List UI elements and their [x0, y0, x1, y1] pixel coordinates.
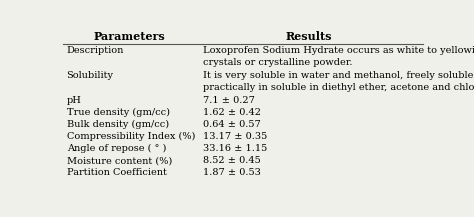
Text: 8.52 ± 0.45: 8.52 ± 0.45 [202, 156, 260, 165]
Text: Solubility: Solubility [66, 71, 114, 80]
Text: 13.17 ± 0.35: 13.17 ± 0.35 [202, 132, 267, 141]
Text: Moisture content (%): Moisture content (%) [66, 156, 172, 165]
Text: Loxoprofen Sodium Hydrate occurs as white to yellowish white
crystals or crystal: Loxoprofen Sodium Hydrate occurs as whit… [202, 46, 474, 67]
Text: True density (gm/cc): True density (gm/cc) [66, 108, 170, 117]
Text: pH: pH [66, 96, 82, 105]
Text: Description: Description [66, 46, 124, 55]
Text: Bulk density (gm/cc): Bulk density (gm/cc) [66, 120, 169, 129]
Text: It is very soluble in water and methanol, freely soluble in ethanol(95),
practic: It is very soluble in water and methanol… [202, 71, 474, 92]
Text: 1.87 ± 0.53: 1.87 ± 0.53 [202, 168, 260, 177]
Text: 7.1 ± 0.27: 7.1 ± 0.27 [202, 96, 255, 105]
Text: Angle of repose ( ° ): Angle of repose ( ° ) [66, 144, 166, 153]
Text: Parameters: Parameters [93, 31, 165, 42]
Text: 0.64 ± 0.57: 0.64 ± 0.57 [202, 120, 260, 129]
Text: Partition Coefficient: Partition Coefficient [66, 168, 166, 177]
Text: Results: Results [286, 31, 332, 42]
Text: 1.62 ± 0.42: 1.62 ± 0.42 [202, 108, 261, 117]
Text: 33.16 ± 1.15: 33.16 ± 1.15 [202, 144, 267, 153]
Text: Compressibility Index (%): Compressibility Index (%) [66, 132, 195, 141]
